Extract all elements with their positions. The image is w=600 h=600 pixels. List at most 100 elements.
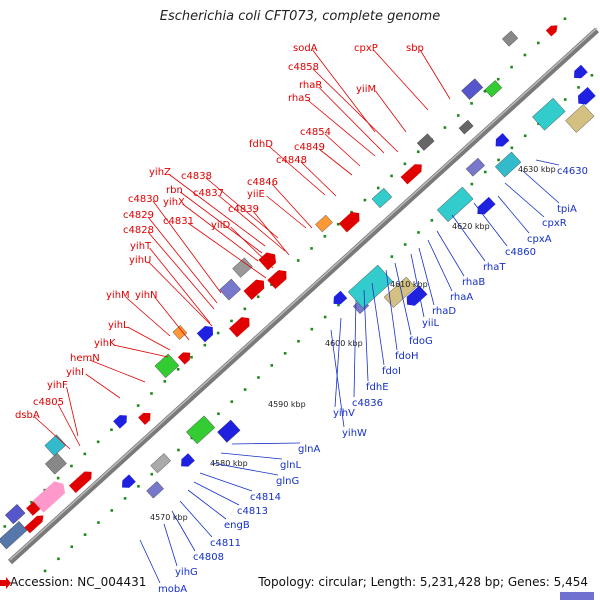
- gene-feature: [406, 285, 428, 306]
- gene-feature: [461, 78, 484, 100]
- gene-label-forward: rhaR: [299, 80, 322, 91]
- scale-tick: [43, 569, 47, 573]
- scale-tick: [577, 86, 580, 89]
- gene-leader-line: [179, 500, 213, 538]
- gene-leader-line: [34, 416, 71, 450]
- gene-label-forward: sbp: [406, 43, 424, 54]
- gene-label-forward: dsbA: [15, 410, 40, 421]
- gene-feature: [69, 471, 92, 494]
- gene-label-reverse: yiiL: [422, 318, 439, 329]
- gene-label-forward: c4839: [228, 204, 259, 215]
- gene-feature: [502, 30, 519, 47]
- legend-forward-arrow: [0, 577, 11, 589]
- gene-feature: [217, 419, 241, 443]
- scale-tick: [97, 521, 100, 524]
- gene-label-reverse: rhaB: [462, 277, 485, 288]
- gene-label-reverse: fdoH: [395, 351, 419, 362]
- gene-feature: [347, 264, 393, 309]
- gene-leader-line: [193, 481, 240, 506]
- gene-leader-line: [418, 247, 435, 306]
- gene-leader-line: [89, 359, 146, 383]
- gene-label-forward: yihK: [94, 338, 116, 349]
- gene-leader-line: [231, 442, 301, 445]
- gene-leader-line: [324, 133, 361, 167]
- gene-leader-line: [163, 523, 178, 567]
- scale-tick: [430, 219, 434, 222]
- gene-feature: [436, 186, 474, 223]
- gene-label-forward: yihF: [47, 380, 68, 391]
- gene-leader-line: [271, 183, 313, 229]
- gene-feature: [400, 164, 422, 185]
- scale-tick: [496, 77, 500, 81]
- gene-feature: [181, 453, 195, 467]
- gene-feature: [177, 352, 191, 365]
- gene-label-reverse: yihV: [333, 408, 355, 419]
- scale-tick: [217, 412, 220, 416]
- gene-leader-line: [504, 182, 545, 218]
- gene-label-forward: c4828: [123, 225, 154, 236]
- scale-tick: [297, 339, 300, 343]
- gene-leader-line: [473, 202, 508, 247]
- scale-tick: [390, 174, 393, 178]
- gene-label-forward: c4837: [193, 188, 224, 199]
- gene-leader-line: [535, 159, 560, 166]
- topology-summary: Topology: circular; Length: 5,231,428 bp…: [258, 575, 588, 589]
- gene-feature: [219, 278, 242, 301]
- gene-leader-line: [127, 326, 171, 351]
- gene-label-forward: c4829: [123, 210, 154, 221]
- gene-label-forward: fdhD: [249, 139, 273, 150]
- gene-label-reverse: fdhE: [366, 382, 389, 393]
- gene-label-forward: yihM: [106, 290, 130, 301]
- scale-tick: [176, 367, 180, 371]
- gene-label-reverse: glnL: [280, 460, 301, 471]
- gene-label-forward: rhaS: [288, 93, 311, 104]
- scale-tick: [283, 352, 287, 355]
- gene-label-forward: hemN: [70, 353, 100, 364]
- gene-feature: [186, 415, 216, 445]
- gene-feature: [138, 412, 151, 425]
- scale-tick: [83, 452, 87, 456]
- scale-tick: [136, 404, 140, 407]
- gene-label-reverse: yihW: [342, 428, 367, 439]
- gene-leader-line: [307, 99, 376, 157]
- gene-label-forward: c4854: [300, 127, 331, 138]
- scale-label: 4600 kbp: [325, 339, 363, 348]
- scale-tick: [70, 464, 73, 468]
- gene-leader-line: [66, 386, 79, 437]
- gene-leader-line: [373, 49, 429, 111]
- scale-tick: [57, 557, 60, 561]
- gene-leader-line: [85, 373, 121, 399]
- gene-label-reverse: fdoI: [382, 366, 401, 377]
- gene-feature: [484, 80, 503, 98]
- gene-feature: [172, 325, 188, 340]
- scale-label: 4570 kbp: [150, 513, 188, 522]
- gene-leader-line: [410, 253, 425, 318]
- gene-leader-line: [312, 49, 376, 133]
- gene-leader-line: [149, 247, 211, 324]
- scale-tick: [336, 222, 340, 226]
- scale-tick: [417, 231, 420, 234]
- gene-leader-line: [205, 177, 279, 239]
- gene-leader-line: [199, 472, 253, 492]
- scale-tick: [243, 307, 247, 311]
- gene-leader-line: [148, 261, 213, 327]
- scale-tick: [150, 392, 153, 395]
- scale-tick: [403, 162, 407, 166]
- gene-leader-line: [385, 269, 398, 351]
- scale-tick: [497, 158, 500, 162]
- gene-label-forward: yihN: [135, 290, 158, 301]
- gene-leader-line: [211, 462, 279, 476]
- gene-label-forward: c4831: [163, 216, 194, 227]
- scale-tick: [190, 355, 193, 359]
- gene-feature: [333, 290, 348, 305]
- scale-label: 4580 kbp: [210, 459, 248, 468]
- gene-label-forward: yihZ: [149, 167, 171, 178]
- gene-leader-line: [419, 49, 451, 100]
- scale-tick: [390, 255, 394, 258]
- gene-leader-line: [363, 289, 369, 382]
- gene-feature: [154, 353, 180, 379]
- gene-feature: [44, 434, 67, 457]
- scale-tick: [270, 364, 274, 367]
- gene-label-forward: yihU: [129, 255, 151, 266]
